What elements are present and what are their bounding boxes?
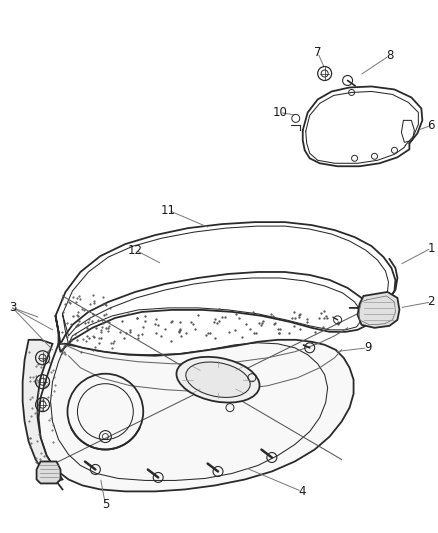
Text: 1: 1 — [427, 241, 435, 255]
Text: 10: 10 — [272, 106, 287, 119]
Polygon shape — [37, 462, 60, 483]
Text: 6: 6 — [427, 119, 435, 132]
Text: 8: 8 — [386, 49, 393, 62]
Polygon shape — [357, 292, 399, 328]
Text: 9: 9 — [364, 341, 371, 354]
Text: 7: 7 — [314, 46, 321, 59]
Text: 2: 2 — [427, 295, 435, 309]
Polygon shape — [39, 340, 353, 491]
Text: 5: 5 — [102, 498, 109, 511]
Text: 11: 11 — [161, 204, 176, 216]
Ellipse shape — [186, 362, 250, 398]
Text: 3: 3 — [9, 301, 16, 314]
Ellipse shape — [177, 357, 260, 402]
Polygon shape — [23, 340, 63, 481]
Text: 4: 4 — [298, 485, 305, 498]
Text: 12: 12 — [128, 244, 143, 256]
